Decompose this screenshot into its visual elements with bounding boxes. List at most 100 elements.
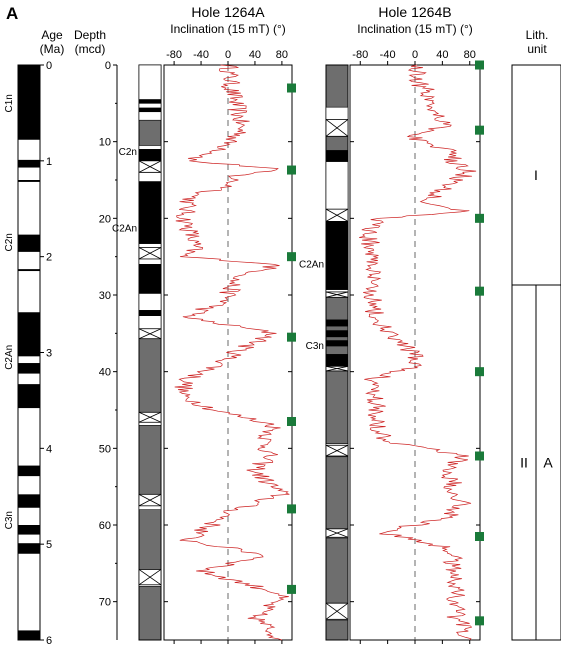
core-gap-cross xyxy=(325,119,349,137)
core-top-marker xyxy=(287,252,296,262)
core-top-marker xyxy=(475,286,484,296)
x-tick-label: -40 xyxy=(380,49,396,61)
inclination-trace xyxy=(174,64,290,641)
age-unit-label: (Ma) xyxy=(40,42,65,56)
core-top-marker xyxy=(475,532,484,541)
unrecovered-interval xyxy=(138,64,162,100)
depth-tick-label: 40 xyxy=(99,367,111,379)
polarity-timescale: 0 1 2 3 4 5 6 C1n C2n C2An C3n xyxy=(4,60,52,647)
hole-b-core-column: C2An C3n xyxy=(299,64,349,641)
normal-polarity-interval xyxy=(18,363,40,374)
core-top-marker xyxy=(475,60,484,70)
normal-polarity-interval xyxy=(139,99,161,104)
unrecovered-interval xyxy=(138,293,162,311)
core-top-marker xyxy=(475,125,484,135)
age-tick-label: 3 xyxy=(46,348,52,360)
normal-polarity-interval xyxy=(18,269,40,272)
core-gap-cross xyxy=(325,291,349,298)
normal-polarity-interval xyxy=(139,107,161,112)
chron-label: C3n xyxy=(4,511,15,529)
core-gap-cross xyxy=(325,444,349,457)
normal-polarity-interval xyxy=(326,330,348,338)
depth-unit-label: (mcd) xyxy=(75,42,106,56)
core-top-marker xyxy=(287,83,296,93)
panel-label: A xyxy=(6,4,18,23)
depth-tick-label: 50 xyxy=(99,443,111,455)
core-top-marker xyxy=(475,367,484,377)
core-gap-cross xyxy=(325,208,349,222)
hole-a-inclination-plot: -80 -40 0 40 80 xyxy=(163,49,296,644)
normal-polarity-interval xyxy=(18,180,40,182)
unrecovered-interval xyxy=(138,111,162,121)
chron-label: C2An xyxy=(299,260,324,271)
unrecovered-interval xyxy=(138,103,162,109)
normal-polarity-interval xyxy=(18,159,40,168)
x-tick-label: -80 xyxy=(352,49,368,61)
core-top-marker xyxy=(475,451,484,461)
core-gap-cross xyxy=(138,569,162,586)
lith-header-unit: unit xyxy=(527,42,547,56)
x-tick-label: 0 xyxy=(412,49,418,61)
normal-polarity-interval xyxy=(18,465,40,477)
x-tick-label: 40 xyxy=(436,49,448,61)
x-tick-label: 40 xyxy=(249,49,261,61)
hole-b-inclination-plot: -80 -40 0 40 80 xyxy=(349,49,484,644)
normal-polarity-interval xyxy=(326,150,348,162)
core-gap-cross xyxy=(138,247,162,260)
normal-polarity-interval xyxy=(326,354,348,367)
core-top-marker xyxy=(287,584,296,594)
core-gap-cross xyxy=(138,411,162,423)
chron-label: C1n xyxy=(4,94,15,112)
lith-subunit-a: A xyxy=(543,455,553,471)
core-gap-cross xyxy=(325,365,349,372)
chron-label: C2An xyxy=(4,345,15,370)
age-tick-label: 4 xyxy=(46,443,52,455)
age-tick-label: 5 xyxy=(46,539,52,551)
normal-polarity-interval xyxy=(18,543,40,554)
normal-polarity-interval xyxy=(139,181,161,244)
normal-polarity-interval xyxy=(18,65,40,140)
hole-a-axis-label: Inclination (15 mT) (°) xyxy=(170,22,286,36)
depth-tick-label: 20 xyxy=(99,213,111,225)
depth-tick-label: 70 xyxy=(99,597,111,609)
normal-polarity-interval xyxy=(18,234,40,252)
inclination-trace xyxy=(359,64,477,641)
core-top-marker xyxy=(287,165,296,175)
normal-polarity-interval xyxy=(326,221,348,290)
age-tick-label: 0 xyxy=(46,60,52,72)
lithologic-units: III A xyxy=(511,64,561,641)
x-tick-label: 0 xyxy=(225,49,231,61)
lith-unit-i: I xyxy=(534,167,538,183)
normal-polarity-interval xyxy=(18,384,40,409)
depth-tick-label: 0 xyxy=(105,60,111,72)
x-tick-label: -80 xyxy=(166,49,182,61)
core-gap-cross xyxy=(325,602,349,620)
chron-label: C3n xyxy=(306,341,324,352)
age-tick-label: 6 xyxy=(46,635,52,647)
core-top-marker xyxy=(287,332,296,342)
x-tick-label: -40 xyxy=(193,49,209,61)
core-gap-cross xyxy=(138,160,162,173)
unrecovered-interval xyxy=(138,145,162,150)
core-gap-cross xyxy=(138,493,162,507)
hole-a-core-column: C2n C2An xyxy=(112,64,162,641)
age-label: Age xyxy=(41,28,63,42)
core-top-marker xyxy=(475,213,484,223)
core-gap-cross xyxy=(138,328,162,340)
age-tick-label: 1 xyxy=(46,156,52,168)
depth-tick-label: 60 xyxy=(99,520,111,532)
hole-b-title: Hole 1264B xyxy=(378,4,451,20)
normal-polarity-interval xyxy=(18,630,40,640)
unrecovered-interval xyxy=(138,315,162,330)
hole-b-axis-label: Inclination (15 mT) (°) xyxy=(357,22,473,36)
hole-a-title: Hole 1264A xyxy=(191,4,265,20)
lith-header: Lith. xyxy=(526,28,549,42)
depth-tick-label: 10 xyxy=(99,137,111,149)
unrecovered-interval xyxy=(138,172,162,182)
normal-polarity-interval xyxy=(18,494,40,508)
normal-polarity-interval xyxy=(18,312,40,357)
core-top-marker xyxy=(287,504,296,514)
x-tick-label: 80 xyxy=(464,49,476,61)
depth-axis: 0 10 20 30 40 50 60 70 xyxy=(99,60,118,640)
